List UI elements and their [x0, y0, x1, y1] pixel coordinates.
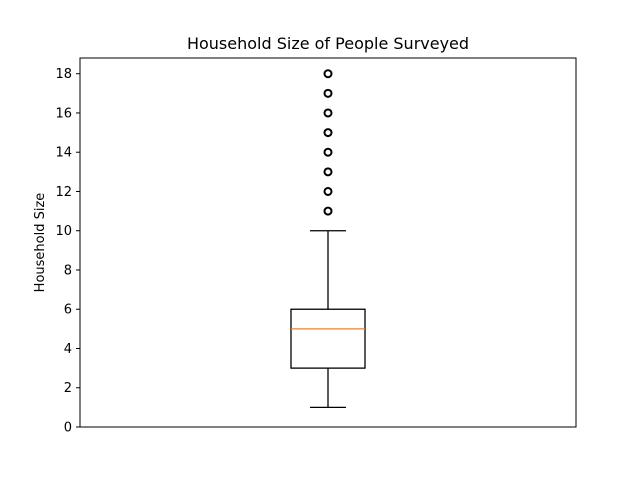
outlier-point — [323, 128, 333, 138]
y-tick-label: 18 — [55, 67, 72, 82]
y-tick-label: 8 — [64, 263, 72, 278]
outlier-point — [323, 108, 333, 118]
y-tick-label: 2 — [64, 381, 72, 396]
y-tick-label: 14 — [55, 146, 72, 161]
y-tick-label: 0 — [64, 421, 72, 436]
plot-area — [290, 69, 366, 409]
outlier-point — [323, 186, 333, 196]
y-tick-label: 10 — [55, 224, 72, 239]
y-axis-ticks: 0 2 4 6 8 10 12 14 16 18 — [55, 67, 80, 436]
outlier-point — [323, 147, 333, 157]
y-tick-label: 6 — [64, 303, 72, 318]
iqr-box — [290, 308, 366, 369]
axes-frame — [79, 57, 577, 428]
y-tick-label: 12 — [55, 185, 72, 200]
chart-title: Household Size of People Surveyed — [187, 34, 469, 53]
outlier-point — [323, 167, 333, 177]
y-tick-label: 4 — [64, 342, 72, 357]
y-axis-label: Household Size — [33, 193, 48, 293]
outlier-point — [323, 69, 333, 79]
outlier-point — [323, 206, 333, 216]
y-tick-label: 16 — [55, 106, 72, 121]
outlier-point — [323, 88, 333, 98]
